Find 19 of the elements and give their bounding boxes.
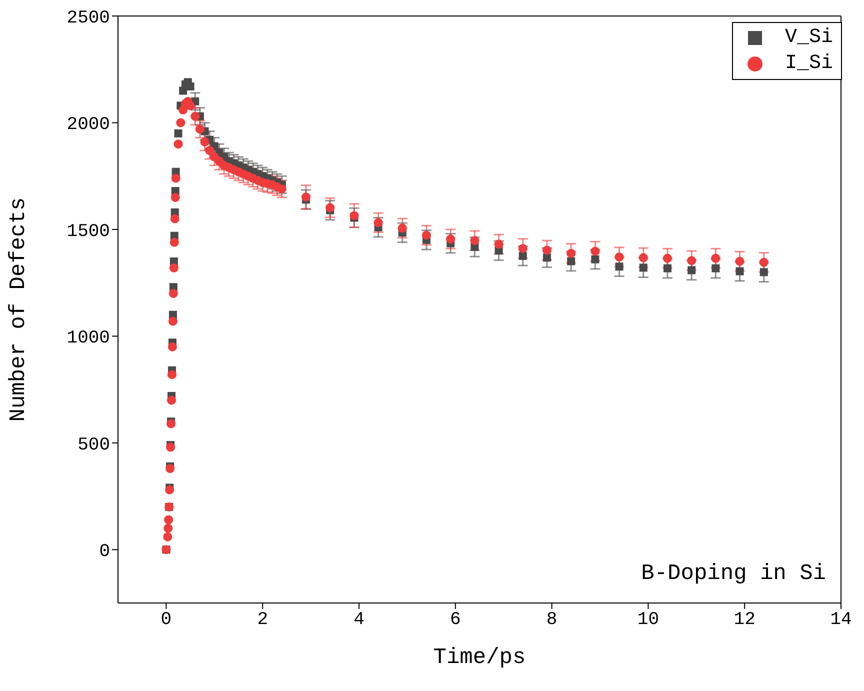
- annotation: B-Doping in Si: [641, 561, 826, 586]
- x-tick-label: 0: [160, 610, 172, 630]
- y-tick-label: 1500: [66, 222, 110, 242]
- x-tick-label: 6: [450, 610, 461, 630]
- x-tick-label: 2: [257, 610, 268, 630]
- y-tick-label: 2500: [66, 8, 110, 28]
- y-axis-title: Number of Defects: [6, 197, 31, 422]
- legend-label: I_Si: [784, 51, 833, 77]
- y-tick-label: 500: [78, 435, 110, 456]
- x-axis-title: Time/ps: [433, 645, 526, 670]
- x-tick-label: 14: [830, 610, 852, 630]
- x-tick-label: 4: [354, 610, 364, 630]
- y-tick-label: 2000: [66, 115, 110, 136]
- y-tick-label: 0: [99, 542, 110, 562]
- legend-label: V_Si: [784, 25, 833, 51]
- y-tick-label: 1000: [66, 328, 110, 349]
- x-tick-label: 10: [637, 610, 660, 630]
- x-tick-label: 8: [546, 610, 558, 630]
- x-tick-label: 12: [734, 610, 756, 630]
